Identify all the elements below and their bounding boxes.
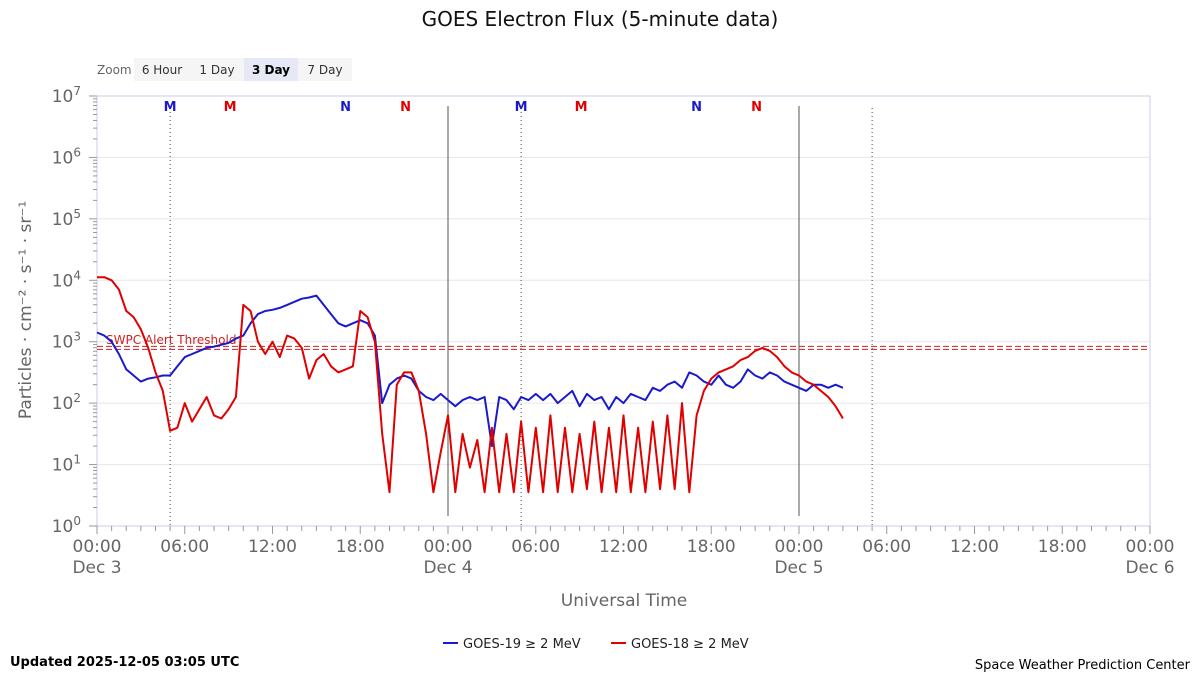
- x-tick-label: 12:00: [248, 537, 297, 557]
- zoom-button-7-day[interactable]: 7 Day: [298, 58, 352, 81]
- legend-item-goes18[interactable]: GOES-18 ≥ 2 MeV: [611, 637, 749, 652]
- marker-label: N: [400, 100, 411, 115]
- plot-area: 100 101 102 103 104 105 106 107 SWPC Alert Thres…: [52, 84, 1175, 578]
- y-tick-label: 106: [52, 145, 81, 168]
- x-tick-label: 00:00: [775, 537, 824, 557]
- source-credit: Space Weather Prediction Center: [975, 658, 1191, 673]
- marker-label: M: [575, 100, 588, 115]
- zoom-button-bg[interactable]: [298, 58, 352, 81]
- zoom-button-label[interactable]: 1 Day: [199, 63, 234, 77]
- x-tick-label: 18:00: [687, 537, 736, 557]
- y-axis-title: Particles · cm⁻² · s⁻¹ · sr⁻¹: [16, 201, 36, 419]
- zoom-button-bg[interactable]: [244, 58, 298, 81]
- threshold-label: SWPC Alert Threshold: [106, 333, 236, 347]
- legend[interactable]: GOES-19 ≥ 2 MeV GOES-18 ≥ 2 MeV: [443, 637, 749, 652]
- x-tick-label: 06:00: [511, 537, 560, 557]
- x-tick-label: 00:00: [1126, 537, 1175, 557]
- updated-timestamp: Updated 2025-12-05 03:05 UTC: [10, 655, 239, 670]
- zoom-button-label[interactable]: 3 Day: [252, 63, 290, 77]
- zoom-button-3-day[interactable]: 3 Day: [244, 58, 298, 81]
- x-tick-label: 18:00: [336, 537, 385, 557]
- series-line-goes18: [97, 276, 844, 494]
- zoom-button-label[interactable]: 7 Day: [307, 63, 342, 77]
- marker-label: M: [515, 100, 528, 115]
- marker-label: N: [751, 100, 762, 115]
- y-tick-label: 105: [52, 207, 81, 230]
- series-line-goes19: [96, 294, 844, 448]
- x-tick-label: 12:00: [950, 537, 999, 557]
- y-tick-label: 101: [52, 453, 81, 476]
- x-date-label: Dec 3: [72, 558, 121, 578]
- y-tick-label: 102: [52, 391, 81, 414]
- zoom-button-6-hour[interactable]: 6 Hour: [134, 58, 190, 81]
- marker-label: M: [164, 100, 177, 115]
- plot-border: [96, 95, 1151, 527]
- y-tick-label: 104: [52, 268, 81, 291]
- legend-label: GOES-18 ≥ 2 MeV: [631, 637, 749, 652]
- y-tick-label: 103: [52, 330, 81, 353]
- marker-label: M: [224, 100, 237, 115]
- x-tick-label: 06:00: [160, 537, 209, 557]
- marker-label: N: [340, 100, 351, 115]
- y-tick-label: 100: [52, 514, 81, 537]
- zoom-controls: Zoom 6 Hour 1 Day 3 Day 7 Day: [97, 58, 352, 81]
- zoom-button-bg[interactable]: [134, 58, 190, 81]
- x-date-label: Dec 4: [423, 558, 472, 578]
- x-tick-label: 18:00: [1038, 537, 1087, 557]
- zoom-button-1-day[interactable]: 1 Day: [190, 58, 244, 81]
- legend-label: GOES-19 ≥ 2 MeV: [463, 637, 581, 652]
- zoom-button-bg[interactable]: [190, 58, 244, 81]
- x-tick-label: 00:00: [73, 537, 122, 557]
- legend-item-goes19[interactable]: GOES-19 ≥ 2 MeV: [443, 637, 581, 652]
- x-axis-title: Universal Time: [561, 591, 687, 611]
- marker-label: N: [691, 100, 702, 115]
- x-tick-label: 06:00: [862, 537, 911, 557]
- x-tick-label: 00:00: [424, 537, 473, 557]
- zoom-button-label[interactable]: 6 Hour: [142, 63, 182, 77]
- x-tick-label: 12:00: [599, 537, 648, 557]
- chart-title: GOES Electron Flux (5-minute data): [422, 7, 779, 31]
- y-tick-label: 107: [52, 84, 81, 107]
- x-date-label: Dec 6: [1125, 558, 1174, 578]
- x-date-label: Dec 5: [774, 558, 823, 578]
- zoom-label: Zoom: [97, 63, 132, 77]
